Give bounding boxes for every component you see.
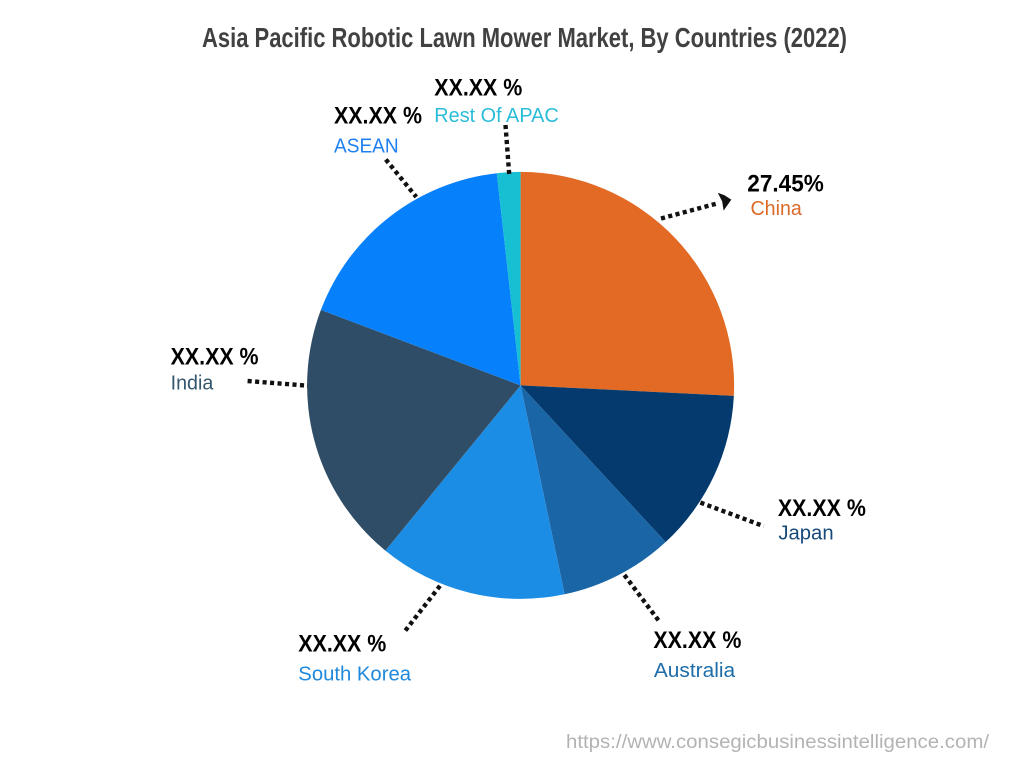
svg-text:27.45%: 27.45% xyxy=(747,171,824,198)
svg-text:XX.XX %: XX.XX % xyxy=(653,627,741,654)
svg-text:Australia: Australia xyxy=(654,660,736,682)
svg-text:XX.XX %: XX.XX % xyxy=(298,630,386,657)
svg-text:ASEAN: ASEAN xyxy=(334,136,399,158)
svg-text:China: China xyxy=(751,198,803,220)
svg-text:https://www.consegicbusinessin: https://www.consegicbusinessintelligence… xyxy=(566,731,990,753)
svg-text:XX.XX %: XX.XX % xyxy=(778,495,866,522)
svg-text:Asia Pacific Robotic Lawn Mowe: Asia Pacific Robotic Lawn Mower Market, … xyxy=(202,22,847,53)
svg-text:Japan: Japan xyxy=(778,522,833,544)
svg-text:Rest Of APAC: Rest Of APAC xyxy=(434,105,558,127)
svg-text:South Korea: South Korea xyxy=(298,663,412,685)
svg-text:XX.XX %: XX.XX % xyxy=(434,75,522,102)
svg-text:XX.XX %: XX.XX % xyxy=(334,103,422,130)
svg-text:XX.XX %: XX.XX % xyxy=(171,343,259,370)
svg-text:India: India xyxy=(171,372,215,394)
